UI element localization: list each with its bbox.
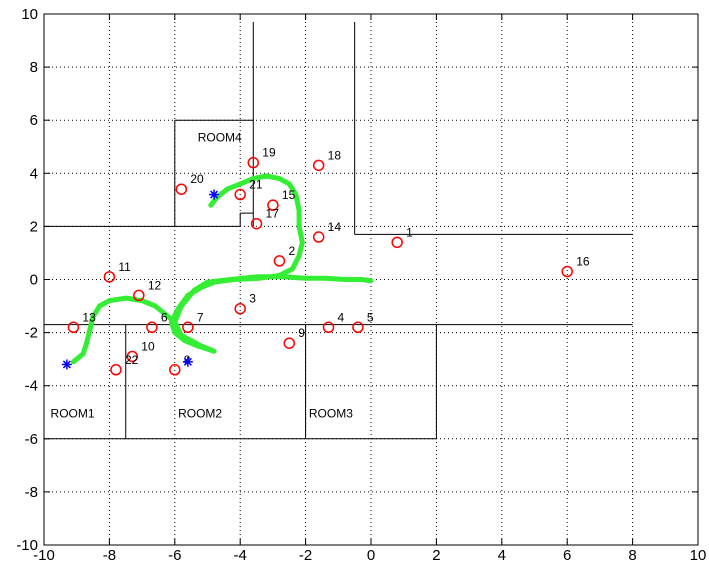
x-tick-label: -8 — [103, 547, 116, 561]
landmark-label: 21 — [249, 178, 263, 192]
landmark-label: 15 — [282, 188, 296, 202]
x-tick-label: -4 — [234, 547, 247, 561]
landmark-point — [133, 289, 145, 302]
landmark-label: 2 — [288, 244, 295, 258]
x-tick-label: 2 — [432, 547, 440, 561]
trajectory-branch — [70, 295, 178, 365]
room-label: ROOM2 — [178, 407, 222, 421]
landmark-label: 13 — [82, 310, 96, 324]
landmark-point — [234, 302, 246, 315]
pose-marker-stroke — [62, 360, 71, 369]
y-tick-label: -8 — [25, 484, 38, 501]
y-tick-label: -4 — [25, 378, 38, 395]
pose-markers — [61, 189, 220, 370]
landmark-point — [247, 156, 260, 169]
landmark-label: 18 — [328, 148, 342, 162]
landmark-point — [234, 188, 246, 201]
landmark-point — [126, 350, 139, 363]
landmark-point — [561, 265, 573, 278]
landmark-label: 9 — [298, 326, 305, 340]
y-tick-label: -10 — [16, 537, 38, 554]
pose-marker-stroke — [210, 190, 219, 199]
landmark-point — [391, 236, 403, 249]
x-tick-label: 4 — [498, 547, 506, 561]
landmark-label: 20 — [190, 172, 204, 186]
landmark-point — [67, 321, 80, 334]
landmark-point — [250, 217, 263, 230]
room-label: ROOM3 — [309, 407, 353, 421]
y-tick-label: 4 — [30, 165, 38, 182]
landmarks: 12345678910111213141516171819202122 — [67, 146, 590, 376]
robot-trajectory — [70, 173, 374, 365]
x-tick-label: 8 — [628, 547, 636, 561]
y-tick-label: 0 — [30, 272, 38, 289]
room-label: ROOM4 — [198, 130, 242, 144]
room-label: ROOM1 — [51, 407, 95, 421]
x-tick-label: -6 — [168, 547, 181, 561]
pose-marker — [209, 189, 220, 200]
pose-marker — [61, 359, 72, 370]
room-walls — [44, 21, 633, 440]
landmark-point — [175, 183, 188, 195]
y-tick-label: 8 — [30, 59, 38, 76]
landmark-label: 12 — [148, 278, 162, 292]
landmark-label: 1 — [406, 225, 413, 239]
landmark-point — [182, 321, 194, 334]
x-tick-label: -10 — [33, 547, 55, 561]
pose-marker-stroke — [183, 357, 192, 366]
landmark-point — [283, 337, 295, 349]
landmark-label: 19 — [262, 146, 276, 160]
y-tick-label: -2 — [25, 325, 38, 342]
landmark-label: 14 — [328, 220, 342, 234]
landmark-point — [267, 199, 279, 211]
landmark-label: 16 — [576, 255, 590, 269]
landmark-label: 17 — [266, 207, 280, 221]
x-tick-label: -2 — [299, 547, 312, 561]
x-tick-label: 0 — [367, 547, 375, 561]
x-tick-label: 6 — [563, 547, 571, 561]
landmark-point — [146, 321, 158, 334]
trajectory-main — [169, 173, 374, 354]
landmark-point — [103, 271, 116, 283]
landmark-label: 7 — [197, 310, 204, 324]
landmark-label: 3 — [249, 292, 256, 306]
landmark-point — [352, 321, 364, 334]
landmark-label: 10 — [141, 339, 155, 353]
landmark-point — [312, 159, 325, 172]
pose-marker — [182, 356, 193, 367]
y-tick-label: 10 — [21, 6, 38, 23]
landmark-point — [312, 231, 325, 243]
y-tick-label: -6 — [25, 431, 38, 448]
landmark-point — [169, 364, 181, 376]
x-tick-label: 10 — [690, 547, 707, 561]
landmark-point — [322, 321, 335, 334]
room-labels: ROOM4 ROOM1 ROOM2 ROOM3 — [51, 130, 354, 420]
y-tick-label: 2 — [30, 218, 38, 235]
landmark-label: 4 — [337, 310, 344, 324]
landmark-point — [273, 255, 286, 267]
axis-ticks: -10 -8 -6 -4 -2 0 2 4 6 8 10 -10 -8 -6 -4 -2 0 2 4 6 8 10 — [16, 6, 706, 561]
landmark-point — [110, 364, 122, 376]
landmark-label: 6 — [161, 310, 168, 324]
landmark-label: 5 — [367, 310, 374, 324]
landmark-label: 22 — [125, 353, 139, 367]
y-tick-label: 6 — [30, 112, 38, 129]
landmark-label: 11 — [118, 260, 131, 274]
